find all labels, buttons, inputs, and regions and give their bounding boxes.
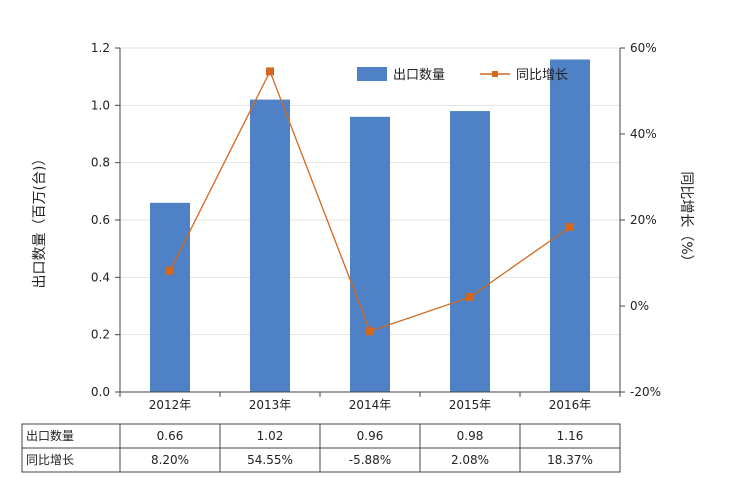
table-row-label: 出口数量 — [26, 428, 74, 443]
bar-series — [150, 59, 590, 393]
table-cell: 2.08% — [451, 453, 489, 467]
x-tick-label: 2014年 — [349, 398, 392, 412]
line-point — [366, 327, 374, 336]
right-axis-ticks: -20% 0% 20% 40% 60% — [620, 41, 661, 399]
table-cell: 8.20% — [151, 453, 189, 467]
legend-swatch-bar — [357, 67, 387, 81]
bar — [150, 202, 190, 392]
right-tick-label: -20% — [630, 385, 661, 399]
data-table: 出口数量 0.66 1.02 0.96 0.98 1.16 同比增长 8.20% 54.55% -… — [21, 423, 621, 473]
right-tick-label: 60% — [630, 41, 657, 55]
line-point — [466, 293, 474, 302]
table-cell: 0.96 — [357, 429, 384, 443]
right-tick-label: 40% — [630, 127, 657, 141]
line-point — [566, 223, 574, 232]
legend-label-line: 同比增长 — [516, 68, 568, 83]
left-tick-label: 0.0 — [91, 385, 110, 399]
bar — [250, 99, 290, 392]
left-axis-ticks: 0.0 0.2 0.4 0.6 0.8 1.0 1.2 — [91, 41, 120, 399]
right-tick-label: 0% — [630, 299, 649, 313]
left-tick-label: 0.8 — [91, 156, 110, 170]
x-tick-label: 2013年 — [249, 398, 292, 412]
bar — [350, 116, 390, 393]
left-tick-label: 1.2 — [91, 41, 110, 55]
legend-label-bar: 出口数量 — [393, 68, 445, 83]
left-tick-label: 0.2 — [91, 328, 110, 342]
table-cell: 18.37% — [547, 453, 593, 467]
right-axis-title: 同比增长（%） — [678, 171, 694, 268]
line-series — [166, 67, 574, 336]
x-axis-ticks: 2012年 2013年 2014年 2015年 2016年 — [119, 392, 621, 412]
table-row-label: 同比增长 — [26, 453, 74, 467]
table-cell: 0.98 — [457, 429, 484, 443]
left-tick-label: 0.6 — [91, 213, 110, 227]
legend-swatch-marker — [492, 71, 498, 77]
table-cell: 1.02 — [257, 429, 284, 443]
x-tick-label: 2016年 — [549, 398, 592, 412]
bar — [450, 111, 490, 393]
table-cell: 0.66 — [157, 429, 184, 443]
left-tick-label: 1.0 — [91, 98, 110, 112]
table-cell: 1.16 — [557, 429, 584, 443]
left-axis-title: 出口数量（百万(台)） — [32, 152, 48, 289]
right-tick-label: 20% — [630, 213, 657, 227]
legend: 出口数量 同比增长 — [357, 67, 568, 83]
left-tick-label: 0.4 — [91, 270, 110, 284]
x-tick-label: 2012年 — [149, 398, 192, 412]
line-point — [166, 266, 174, 275]
table-cell: 54.55% — [247, 453, 293, 467]
line-point — [266, 67, 274, 76]
table-cell: -5.88% — [349, 453, 391, 467]
x-tick-label: 2015年 — [449, 398, 492, 412]
